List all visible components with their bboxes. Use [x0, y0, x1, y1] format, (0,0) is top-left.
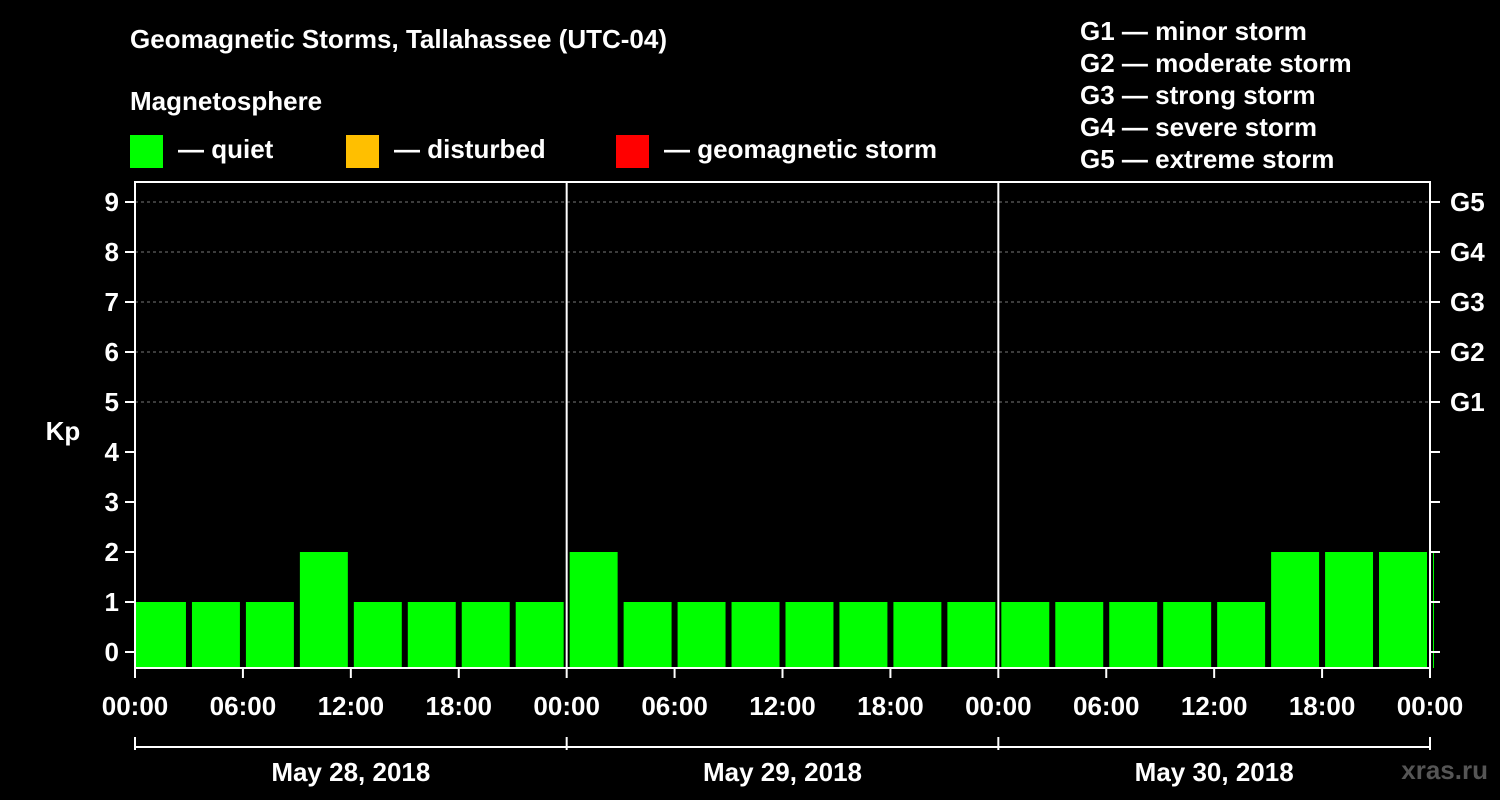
- x-tick-label-3: 18:00: [426, 691, 493, 721]
- day-label-0: May 28, 2018: [271, 757, 430, 787]
- kp-bar-2: [245, 602, 294, 668]
- g-scale-label-g2: G2: [1450, 337, 1485, 367]
- x-tick-label-1: 06:00: [210, 691, 277, 721]
- kp-bar-6: [461, 602, 510, 668]
- x-tick-label-6: 12:00: [749, 691, 816, 721]
- g-scale-label-g4: G4: [1450, 237, 1485, 267]
- x-tick-label-0: 00:00: [102, 691, 169, 721]
- kp-bar-21: [1271, 552, 1320, 668]
- kp-bar-11: [731, 602, 780, 668]
- kp-bar-0: [136, 602, 186, 668]
- x-tick-label-4: 00:00: [533, 691, 600, 721]
- x-tick-label-7: 18:00: [857, 691, 924, 721]
- kp-bar-17: [1055, 602, 1104, 668]
- kp-bar-12: [785, 602, 834, 668]
- kp-bar-16: [1001, 602, 1050, 668]
- day-label-2: May 30, 2018: [1135, 757, 1294, 787]
- legend-swatch-quiet: [130, 135, 163, 168]
- legend-label-disturbed: — disturbed: [394, 134, 546, 164]
- y-tick-label-8: 8: [105, 237, 119, 267]
- x-tick-label-10: 12:00: [1181, 691, 1248, 721]
- chart-title: Geomagnetic Storms, Tallahassee (UTC-04): [130, 24, 668, 54]
- legend-swatch-storm: [616, 135, 649, 168]
- kp-bar-13: [839, 602, 888, 668]
- kp-bar-9: [623, 602, 672, 668]
- y-tick-label-1: 1: [105, 587, 119, 617]
- kp-bar-14: [893, 602, 942, 668]
- y-tick-label-3: 3: [105, 487, 119, 517]
- x-tick-label-2: 12:00: [318, 691, 385, 721]
- x-tick-label-8: 00:00: [965, 691, 1032, 721]
- kp-bar-10: [677, 602, 726, 668]
- kp-bar-20: [1217, 602, 1266, 668]
- y-tick-label-2: 2: [105, 537, 119, 567]
- storm-scale-g3: G3 — strong storm: [1080, 80, 1316, 110]
- g-scale-label-g3: G3: [1450, 287, 1485, 317]
- legend-swatch-disturbed: [346, 135, 379, 168]
- kp-bar-24: [1433, 552, 1434, 668]
- day-label-1: May 29, 2018: [703, 757, 862, 787]
- kp-bar-18: [1109, 602, 1158, 668]
- kp-bar-5: [407, 602, 456, 668]
- kp-bar-15: [947, 602, 996, 668]
- x-tick-label-11: 18:00: [1289, 691, 1356, 721]
- storm-scale-g5: G5 — extreme storm: [1080, 144, 1335, 174]
- kp-bar-3: [299, 552, 348, 668]
- storm-scale-g4: G4 — severe storm: [1080, 112, 1318, 142]
- y-tick-label-9: 9: [105, 187, 119, 217]
- magnetosphere-title: Magnetosphere: [130, 86, 323, 116]
- g-scale-label-g1: G1: [1450, 387, 1485, 417]
- kp-bar-1: [191, 602, 240, 668]
- kp-bar-8: [569, 552, 618, 668]
- y-tick-label-6: 6: [105, 337, 119, 367]
- y-axis-label: Kp: [46, 416, 81, 446]
- kp-bar-23: [1379, 552, 1427, 668]
- kp-bar-19: [1163, 602, 1212, 668]
- kp-bar-4: [353, 602, 402, 668]
- x-tick-label-12: 00:00: [1397, 691, 1464, 721]
- storm-scale-g2: G2 — moderate storm: [1080, 48, 1352, 78]
- kp-bar-7: [515, 602, 564, 668]
- storm-scale-g1: G1 — minor storm: [1080, 16, 1307, 46]
- y-tick-label-7: 7: [105, 287, 119, 317]
- kp-bar-22: [1325, 552, 1374, 668]
- legend-label-quiet: — quiet: [178, 134, 274, 164]
- x-tick-label-5: 06:00: [641, 691, 708, 721]
- x-tick-label-9: 06:00: [1073, 691, 1140, 721]
- legend-label-storm: — geomagnetic storm: [664, 134, 938, 164]
- y-tick-label-0: 0: [105, 637, 119, 667]
- y-tick-label-5: 5: [105, 387, 119, 417]
- g-scale-label-g5: G5: [1450, 187, 1485, 217]
- y-tick-label-4: 4: [105, 437, 120, 467]
- watermark: xras.ru: [1401, 755, 1488, 785]
